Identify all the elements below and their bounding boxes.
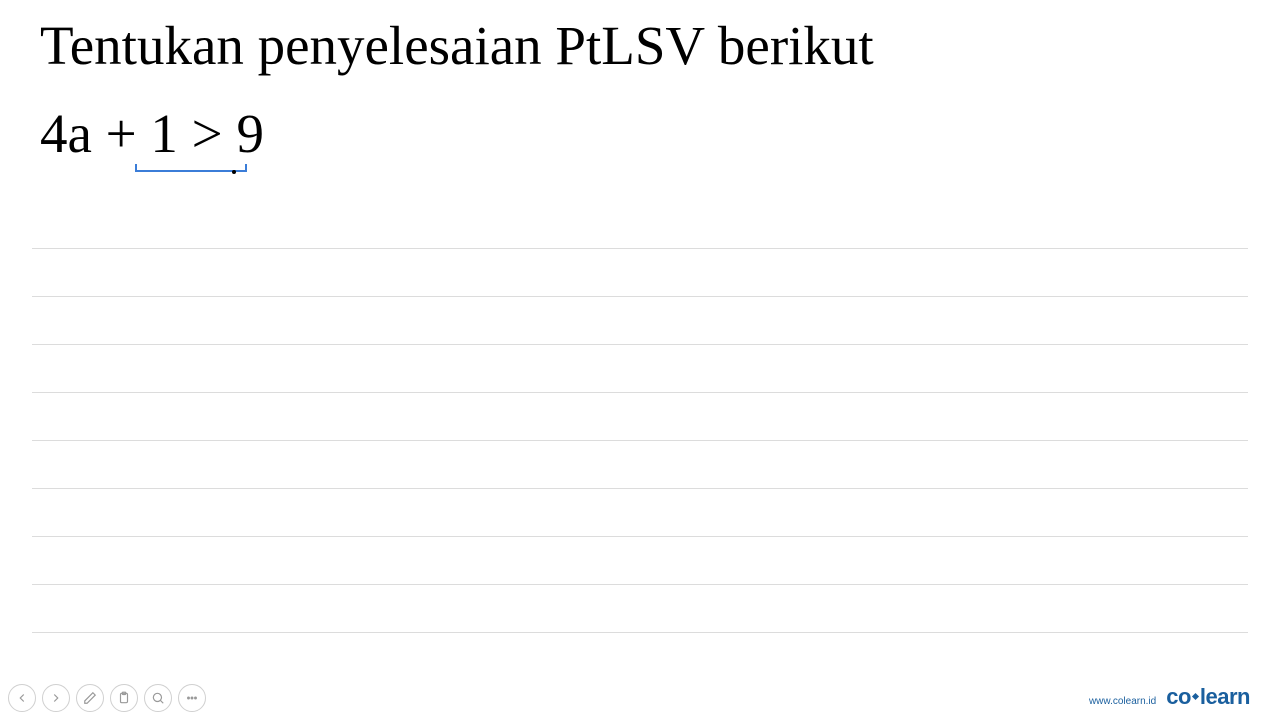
pen-button[interactable] bbox=[76, 684, 104, 712]
ruled-line bbox=[32, 393, 1248, 441]
cursor-dot bbox=[232, 170, 236, 174]
logo-part2: learn bbox=[1200, 684, 1250, 709]
ruled-line bbox=[32, 441, 1248, 489]
zoom-icon bbox=[151, 691, 165, 705]
ruled-line bbox=[32, 249, 1248, 297]
footer-brand: www.colearn.id colearn bbox=[1089, 684, 1250, 710]
writing-lines bbox=[0, 201, 1280, 633]
chevron-left-icon bbox=[15, 691, 29, 705]
underline-annotation bbox=[135, 164, 247, 172]
pen-icon bbox=[83, 691, 97, 705]
brand-logo: colearn bbox=[1166, 684, 1250, 710]
chevron-right-icon bbox=[49, 691, 63, 705]
problem-title: Tentukan penyelesaian PtLSV berikut bbox=[40, 10, 1250, 82]
more-button[interactable] bbox=[178, 684, 206, 712]
bottom-toolbar bbox=[8, 684, 206, 712]
clipboard-button[interactable] bbox=[110, 684, 138, 712]
zoom-button[interactable] bbox=[144, 684, 172, 712]
content-area: Tentukan penyelesaian PtLSV berikut 4a +… bbox=[0, 0, 1280, 165]
ruled-line bbox=[32, 201, 1248, 249]
equation-text: 4a + 1 > 9 bbox=[40, 103, 264, 164]
more-icon bbox=[185, 691, 199, 705]
ruled-line bbox=[32, 345, 1248, 393]
prev-button[interactable] bbox=[8, 684, 36, 712]
ruled-line bbox=[32, 585, 1248, 633]
logo-part1: co bbox=[1166, 684, 1191, 709]
ruled-line bbox=[32, 537, 1248, 585]
equation: 4a + 1 > 9 bbox=[40, 102, 1250, 165]
next-button[interactable] bbox=[42, 684, 70, 712]
website-url: www.colearn.id bbox=[1089, 696, 1156, 707]
logo-dot-icon bbox=[1192, 693, 1199, 700]
clipboard-icon bbox=[117, 691, 131, 705]
ruled-line bbox=[32, 489, 1248, 537]
ruled-line bbox=[32, 297, 1248, 345]
